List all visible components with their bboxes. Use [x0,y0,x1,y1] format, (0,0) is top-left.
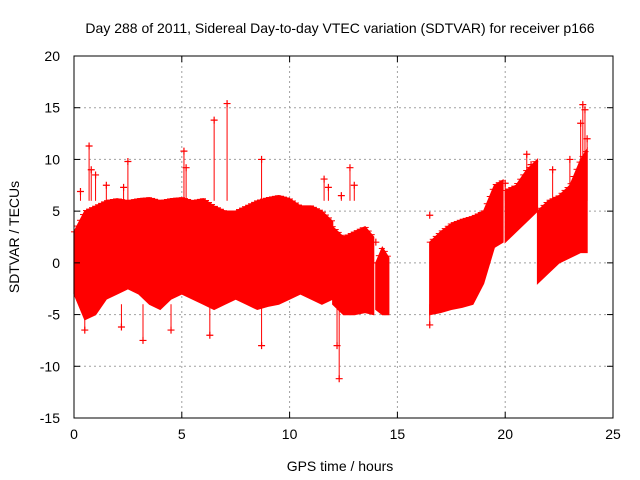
plot-frame [73,55,614,419]
x-tick-label: 25 [605,426,621,442]
x-tick-label: 5 [178,426,186,442]
data-band [375,245,390,316]
outlier-point [206,331,214,339]
outlier-point [320,175,328,183]
data-band [73,194,334,321]
y-axis-label: SDTVAR / TECUs [6,181,22,293]
outlier-point [167,326,175,334]
outlier-point [258,342,266,350]
x-tick-label: 10 [282,426,298,442]
outlier-point [583,135,591,143]
outlier-point [180,147,188,155]
outlier-point [120,183,128,191]
outlier-point [346,164,354,172]
data-band-group [71,146,589,321]
outlier-point [350,181,358,189]
x-tick-label: 0 [70,426,78,442]
outlier-point [527,161,535,169]
outlier-point [581,106,589,114]
outlier-point [335,375,343,383]
data-band [429,179,504,316]
outlier-point [139,336,147,344]
outlier-point [102,181,110,189]
y-tick-label: -10 [40,358,60,374]
chart-title: Day 288 of 2011, Sidereal Day-to-day VTE… [85,20,594,36]
x-tick-label: 15 [390,426,406,442]
x-ticks: 0 5 10 15 20 25 [70,56,621,442]
y-tick-label: 0 [52,255,60,271]
outlier-point [92,171,100,179]
outlier-point [258,155,266,163]
outlier-point [566,155,574,163]
y-tick-label: 15 [44,100,60,116]
outlier-point [210,116,218,124]
outlier-point [426,211,434,219]
outlier-point [549,166,557,174]
outlier-point [426,321,434,329]
data-band [332,225,375,316]
outlier-point [85,142,93,150]
x-axis-label: GPS time / hours [287,458,394,474]
y-tick-label: 10 [44,151,60,167]
outlier-point [124,157,132,165]
outlier-point [579,101,587,109]
y-tick-label: -15 [40,410,60,426]
outlier-point [372,238,380,246]
outlier-point [182,164,190,172]
outlier-point [501,179,509,187]
y-tick-label: 5 [52,203,60,219]
outlier-point [324,183,332,191]
data-band [504,157,539,244]
outlier-point [87,166,95,174]
outlier-marker-group [76,100,591,383]
outlier-point [81,326,89,334]
outlier-point [117,323,125,331]
y-ticks: -15 -10 -5 0 5 10 15 20 [40,48,613,426]
outlier-point [523,150,531,158]
outlier-point [223,100,231,108]
outlier-point [337,192,345,200]
y-tick-label: 20 [44,48,60,64]
outlier-point [76,187,84,195]
x-tick-label: 20 [497,426,513,442]
y-tick-label: -5 [48,307,61,323]
